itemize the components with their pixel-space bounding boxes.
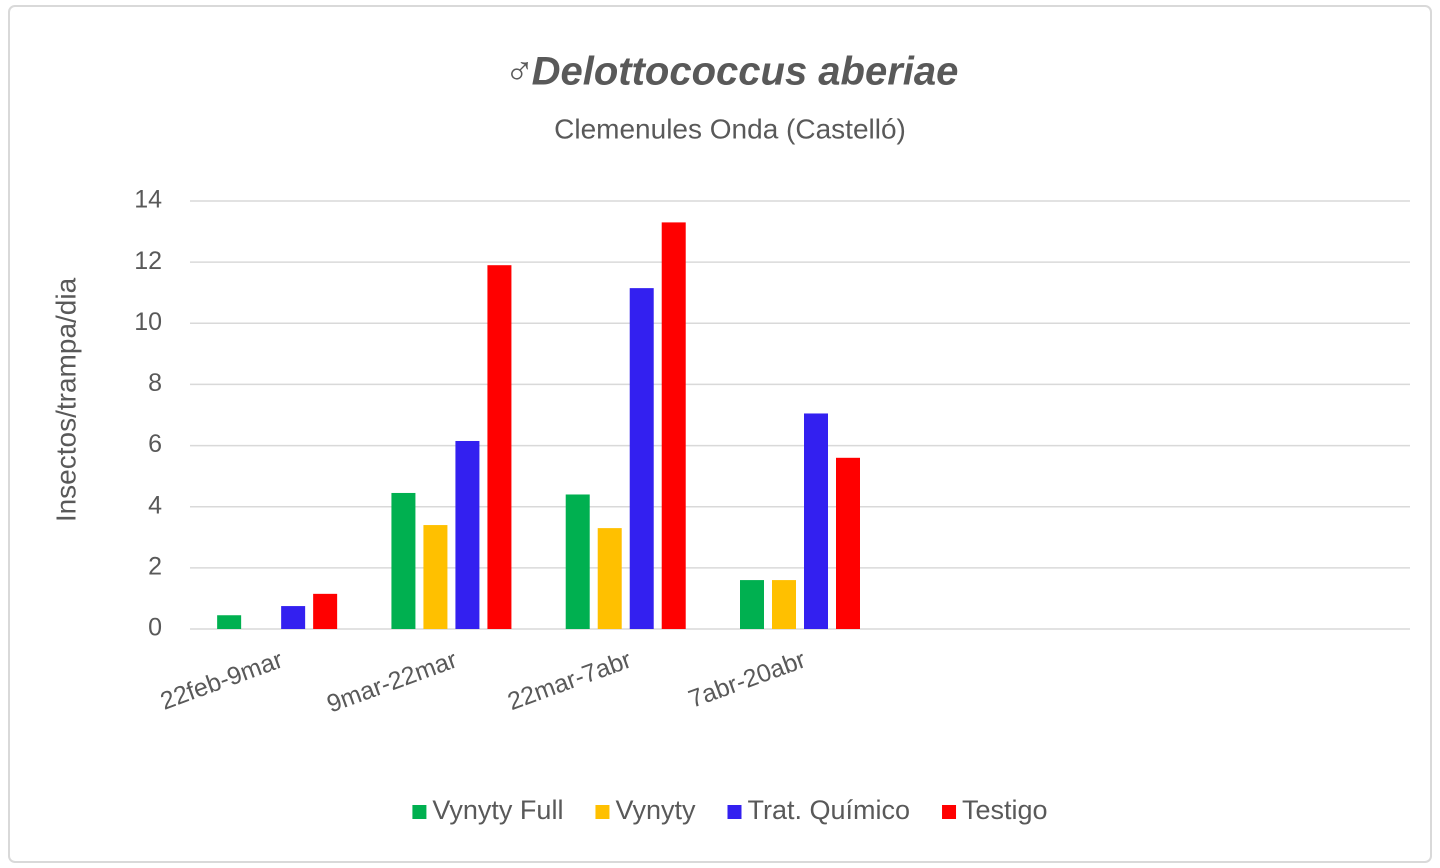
chart-frame [8,5,1432,863]
bar [804,413,828,629]
bar [565,494,590,629]
y-tick-label: 8 [148,369,162,397]
bar [217,615,242,629]
y-tick-label: 14 [134,186,162,214]
y-tick-label: 12 [134,247,162,275]
bar [391,492,416,629]
bar [423,525,448,629]
chart-title: ♂Delottococcus aberiae [502,50,959,94]
legend-swatch [412,805,427,819]
bar [629,288,654,629]
legend-label: Testigo [962,795,1048,825]
bar [772,580,796,629]
bar [597,528,622,629]
bar [740,580,764,629]
legend-swatch [595,805,610,819]
legend-label: Trat. Químico [747,795,910,825]
bar [661,222,686,629]
y-tick-label: 2 [148,552,162,580]
y-tick-label: 4 [148,491,162,519]
legend-label: Vynyty [615,795,696,825]
legend-label: Vynyty Full [432,795,563,825]
chart-subtitle: Clemenules Onda (Castelló) [554,113,906,144]
legend-swatch [942,805,957,819]
y-axis-label: Insectos/trampa/dia [50,277,81,522]
legend-swatch [727,805,742,819]
y-tick-label: 6 [148,430,162,458]
bar [836,457,860,629]
bar [281,606,306,629]
bar [313,593,338,629]
y-tick-label: 10 [134,308,162,336]
y-tick-label: 0 [148,614,162,642]
bar [455,440,480,629]
bar [487,265,512,629]
